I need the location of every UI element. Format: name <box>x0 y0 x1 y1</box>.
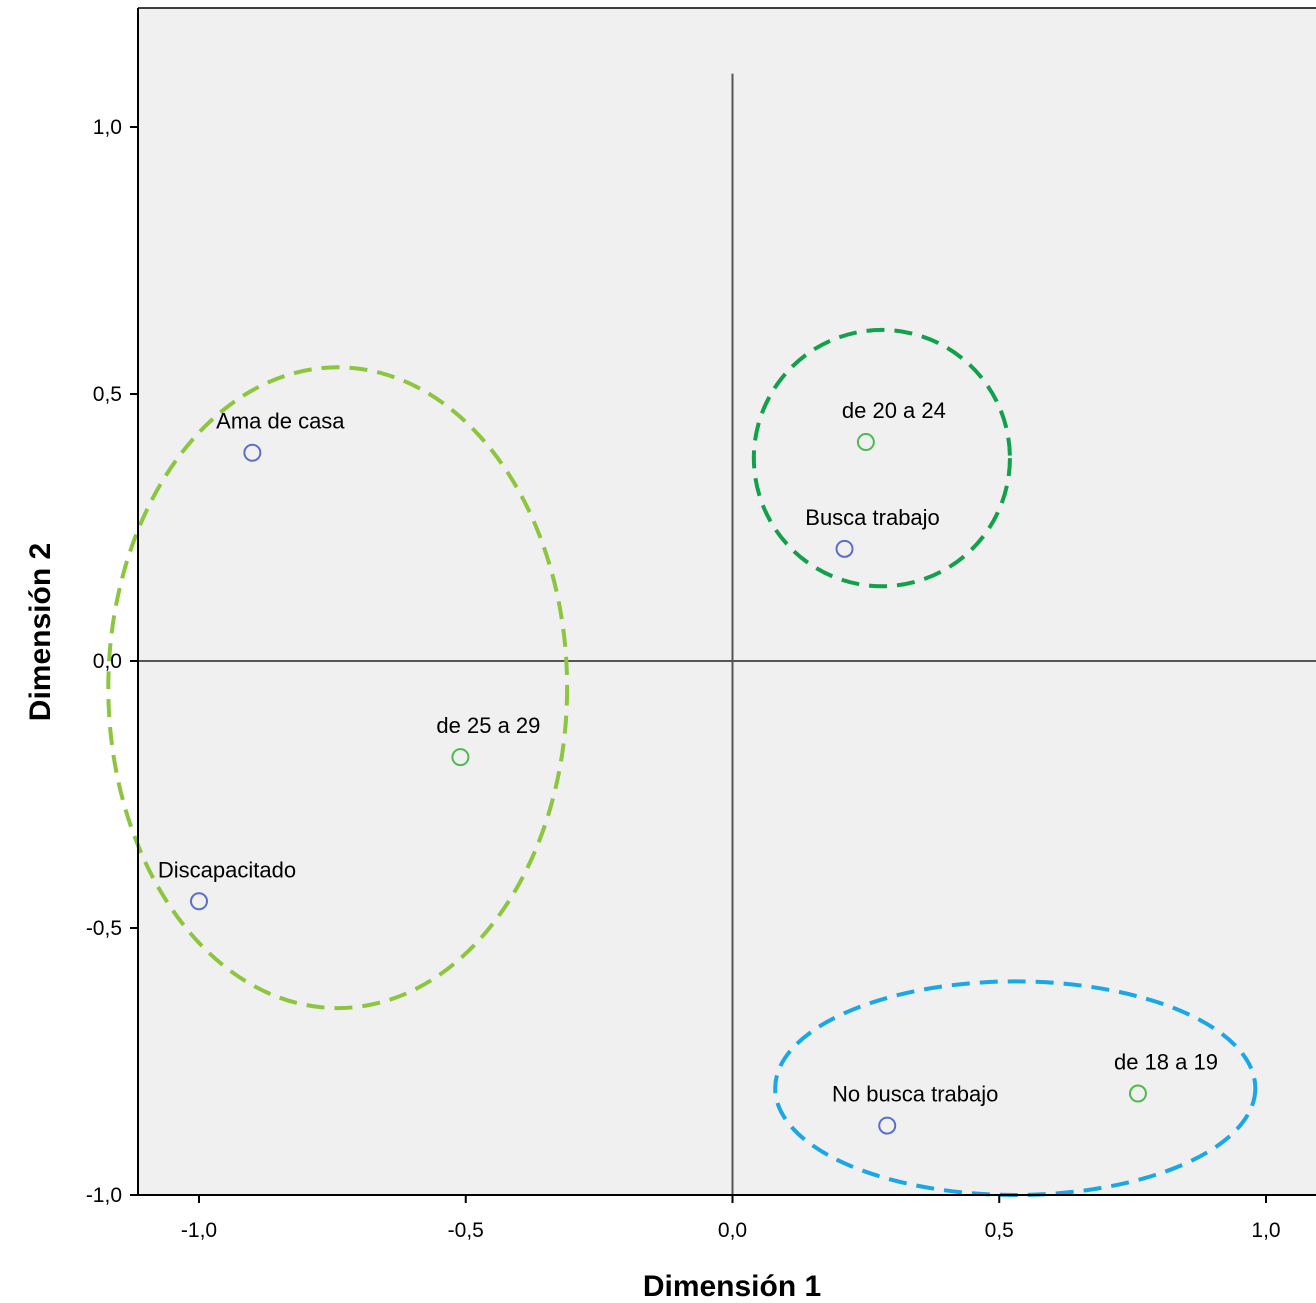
x-tick-label: -1,0 <box>181 1219 217 1242</box>
data-point-marker <box>190 892 208 911</box>
x-tick-label: -0,5 <box>448 1219 484 1242</box>
data-point-label: Busca trabajo <box>805 505 940 530</box>
x-tick-label: 0,5 <box>985 1219 1014 1242</box>
y-tick-label: 0,0 <box>93 650 122 673</box>
data-point-marker <box>451 748 470 767</box>
y-tick-label: -0,5 <box>86 917 122 940</box>
y-axis-ticks: -1,0 -0,5 0,0 0,5 1,0 <box>86 116 138 1207</box>
data-point-marker <box>835 539 854 558</box>
y-tick-label: -1,0 <box>86 1184 122 1207</box>
y-axis-title: Dimensión 2 <box>24 543 57 721</box>
data-point-marker <box>243 443 262 462</box>
x-tick-label: 1,0 <box>1251 1219 1280 1242</box>
plot-background <box>138 8 1316 1195</box>
x-axis-ticks: -1,0 -0,5 0,0 0,5 1,0 <box>181 1195 1281 1242</box>
data-point-label: Ama de casa <box>216 409 345 434</box>
cluster-ellipse-1 <box>106 365 570 1011</box>
data-point-label: de 18 a 19 <box>1114 1050 1218 1075</box>
data-point-label: de 25 a 29 <box>436 713 540 738</box>
x-axis-title: Dimensión 1 <box>643 1270 821 1303</box>
y-tick-label: 0,5 <box>93 383 122 406</box>
x-tick-label: 0,0 <box>718 1219 747 1242</box>
y-tick-label: 1,0 <box>93 116 122 139</box>
data-point-label: de 20 a 24 <box>842 398 946 423</box>
data-point-label: Discapacitado <box>158 857 296 882</box>
data-point-marker <box>878 1116 897 1135</box>
data-points: Ama de casa Busca trabajo Discapacitado No … <box>158 398 1218 1135</box>
cluster-ellipse-2 <box>751 327 1012 589</box>
reference-lines <box>138 73 1316 1195</box>
data-point-label: No busca trabajo <box>832 1082 998 1107</box>
data-point-marker <box>856 433 875 452</box>
data-point-marker <box>1128 1084 1147 1103</box>
